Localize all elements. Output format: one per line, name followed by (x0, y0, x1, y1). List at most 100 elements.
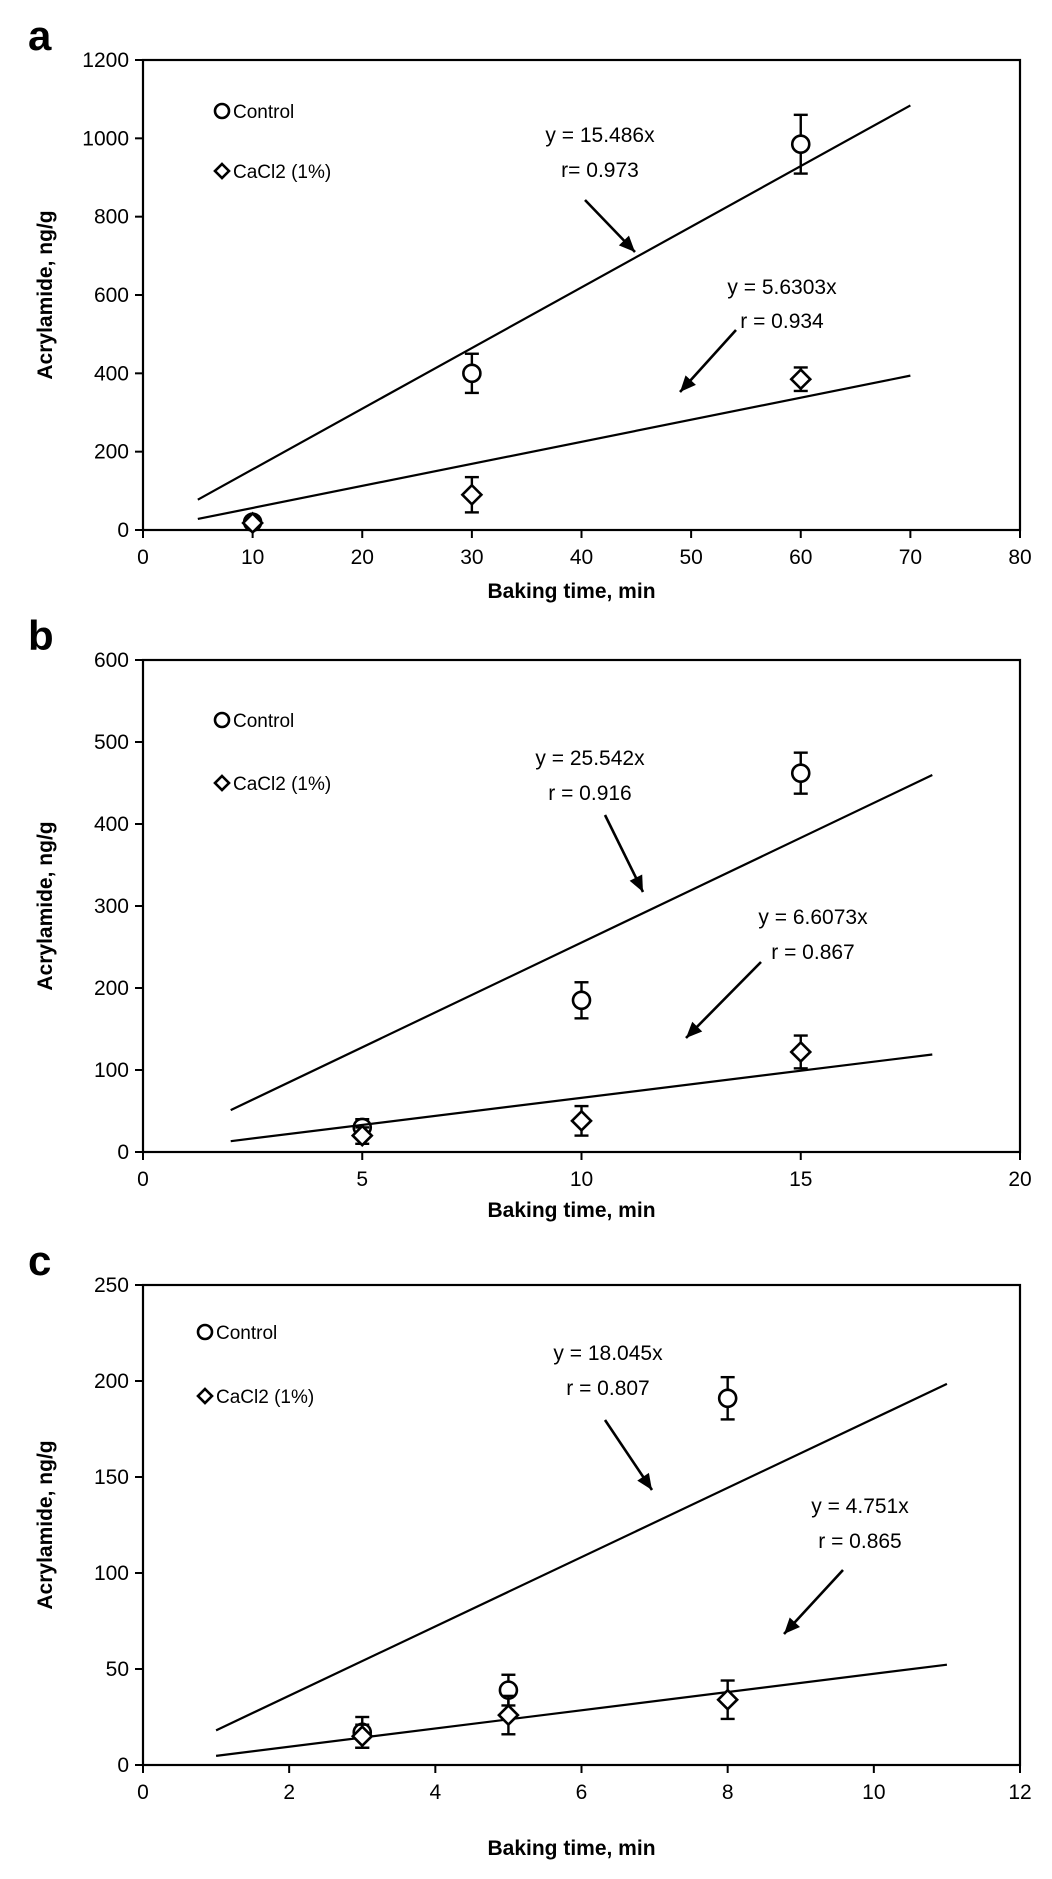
legend-marker-cacl2 (213, 774, 231, 792)
panel-label: a (28, 12, 52, 59)
data-point-cacl2 (789, 367, 813, 391)
y-tick-label: 200 (94, 977, 129, 1000)
equation-label-cacl2: y = 6.6073x (758, 906, 868, 929)
equation-label-cacl2: y = 4.751x (811, 1495, 909, 1518)
annotation-arrowhead (637, 1472, 652, 1490)
y-tick-label: 200 (94, 1370, 129, 1393)
data-point-cacl2 (716, 1688, 740, 1712)
x-tick-label: 30 (460, 546, 483, 569)
y-tick-label: 50 (106, 1658, 129, 1681)
x-axis-title: Baking time, min (487, 580, 655, 603)
x-tick-label: 80 (1008, 546, 1031, 569)
x-tick-label: 5 (356, 1168, 368, 1191)
legend-marker-control (196, 1323, 214, 1341)
x-tick-label: 8 (722, 1781, 734, 1804)
y-tick-label: 500 (94, 731, 129, 754)
y-axis-title: Acrylamide, ng/g (34, 821, 57, 990)
data-point-cacl2 (789, 1040, 813, 1064)
y-tick-label: 100 (94, 1562, 129, 1585)
y-tick-label: 400 (94, 362, 129, 385)
y-tick-label: 300 (94, 895, 129, 918)
x-tick-label: 4 (429, 1781, 441, 1804)
x-tick-label: 50 (679, 546, 702, 569)
r-value-label-control: r= 0.973 (561, 159, 639, 182)
x-tick-label: 6 (576, 1781, 588, 1804)
panel-label: b (28, 612, 54, 659)
plot-area (141, 658, 1022, 1154)
fit-line-cacl2 (197, 374, 911, 521)
y-tick-label: 800 (94, 206, 129, 229)
chart-panel-c: c 0 50 100 150 200 250 0 2 4 6 8 10 12 Baking time, mi… (28, 1237, 1032, 1860)
data-point-cacl2 (350, 1724, 374, 1748)
panel-label: c (28, 1237, 51, 1284)
x-tick-label: 0 (137, 546, 149, 569)
data-point-cacl2 (241, 511, 264, 535)
fit-line-cacl2 (215, 1663, 948, 1757)
x-tick-label: 10 (241, 546, 264, 569)
y-tick-label: 150 (94, 1466, 129, 1489)
legend-marker-control (213, 711, 231, 729)
r-value-label-cacl2: r = 0.865 (818, 1530, 901, 1553)
r-value-label-control: r = 0.807 (566, 1377, 649, 1400)
y-tick-label: 600 (94, 284, 129, 307)
r-value-label-cacl2: r = 0.867 (771, 941, 854, 964)
annotation-arrow (685, 961, 762, 1039)
legend-label-control: Control (233, 711, 294, 732)
y-tick-label: 250 (94, 1274, 129, 1297)
x-tick-label: 2 (283, 1781, 295, 1804)
equation-label-control: y = 15.486x (545, 124, 655, 147)
fit-line-cacl2 (230, 1053, 933, 1143)
fit-line-control (197, 104, 911, 501)
annotation-arrowhead (784, 1617, 800, 1634)
fit-line-control (230, 774, 933, 1112)
legend-marker-cacl2 (196, 1387, 214, 1405)
annotation-arrowhead (680, 375, 696, 392)
x-tick-label: 15 (789, 1168, 812, 1191)
legend-label-cacl2: CaCl2 (1%) (233, 162, 331, 183)
annotation-arrowhead (618, 235, 635, 252)
equation-label-control: y = 25.542x (535, 747, 645, 770)
y-tick-label: 1200 (82, 49, 129, 72)
y-tick-label: 0 (117, 519, 129, 542)
legend-label-control: Control (233, 102, 294, 123)
x-axis-title: Baking time, min (487, 1837, 655, 1860)
data-point-control (462, 363, 482, 384)
chart-panel-b: b 0 100 200 300 400 500 600 0 5 10 15 20 Baking time,… (28, 612, 1032, 1222)
equation-label-cacl2: y = 5.6303x (727, 276, 837, 299)
y-tick-label: 200 (94, 441, 129, 464)
x-tick-label: 10 (570, 1168, 593, 1191)
data-point-control (571, 990, 592, 1011)
x-tick-label: 10 (862, 1781, 885, 1804)
data-point-control (790, 134, 811, 155)
x-tick-label: 0 (137, 1168, 149, 1191)
y-tick-label: 600 (94, 649, 129, 672)
x-tick-label: 12 (1008, 1781, 1031, 1804)
annotation-arrowhead (686, 1021, 703, 1038)
y-tick-label: 1000 (82, 127, 129, 150)
data-point-control (790, 763, 811, 783)
x-tick-label: 40 (570, 546, 593, 569)
x-axis-title: Baking time, min (487, 1199, 655, 1222)
legend-label-cacl2: CaCl2 (1%) (233, 774, 331, 795)
x-tick-label: 0 (137, 1781, 149, 1804)
x-tick-label: 20 (351, 546, 374, 569)
x-tick-label: 70 (899, 546, 922, 569)
y-tick-label: 400 (94, 813, 129, 836)
data-point-cacl2 (460, 483, 484, 507)
data-point-cacl2 (497, 1703, 520, 1727)
legend-marker-cacl2 (213, 162, 231, 180)
data-point-control (717, 1388, 738, 1409)
data-point-cacl2 (570, 1109, 593, 1133)
fit-line-control (215, 1382, 948, 1732)
y-tick-label: 0 (117, 1141, 129, 1164)
legend-label-cacl2: CaCl2 (1%) (216, 1387, 314, 1408)
y-axis-title: Acrylamide, ng/g (34, 210, 57, 379)
x-tick-label: 60 (789, 546, 812, 569)
y-tick-label: 0 (117, 1754, 129, 1777)
chart-panel-a: a 0 200 400 600 800 1000 1200 0 10 20 30 40 50 60 70 80 B… (28, 12, 1032, 603)
x-tick-label: 20 (1008, 1168, 1031, 1191)
r-value-label-cacl2: r = 0.934 (740, 310, 824, 333)
equation-label-control: y = 18.045x (553, 1342, 663, 1365)
